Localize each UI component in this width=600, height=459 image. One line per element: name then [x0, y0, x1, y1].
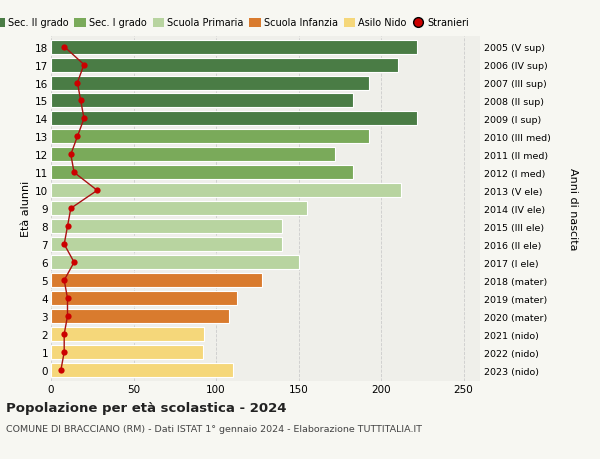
Bar — [51, 238, 282, 252]
Bar — [51, 112, 418, 126]
Bar — [51, 94, 353, 108]
Text: COMUNE DI BRACCIANO (RM) - Dati ISTAT 1° gennaio 2024 - Elaborazione TUTTITALIA.: COMUNE DI BRACCIANO (RM) - Dati ISTAT 1°… — [6, 425, 422, 433]
Legend: Sec. II grado, Sec. I grado, Scuola Primaria, Scuola Infanzia, Asilo Nido, Stran: Sec. II grado, Sec. I grado, Scuola Prim… — [0, 18, 469, 28]
Bar — [51, 76, 370, 90]
Bar — [51, 327, 205, 341]
Bar — [51, 309, 229, 324]
Bar — [51, 130, 370, 144]
Bar — [51, 184, 401, 198]
Bar — [51, 166, 353, 180]
Bar — [51, 202, 307, 216]
Y-axis label: Anni di nascita: Anni di nascita — [568, 168, 578, 250]
Bar — [51, 363, 233, 377]
Bar — [51, 58, 398, 73]
Text: Popolazione per età scolastica - 2024: Popolazione per età scolastica - 2024 — [6, 401, 287, 414]
Bar — [51, 40, 418, 55]
Y-axis label: Età alunni: Età alunni — [21, 181, 31, 237]
Bar — [51, 291, 238, 306]
Bar — [51, 220, 282, 234]
Bar — [51, 148, 335, 162]
Bar — [51, 345, 203, 359]
Bar — [51, 274, 262, 287]
Bar — [51, 256, 299, 269]
